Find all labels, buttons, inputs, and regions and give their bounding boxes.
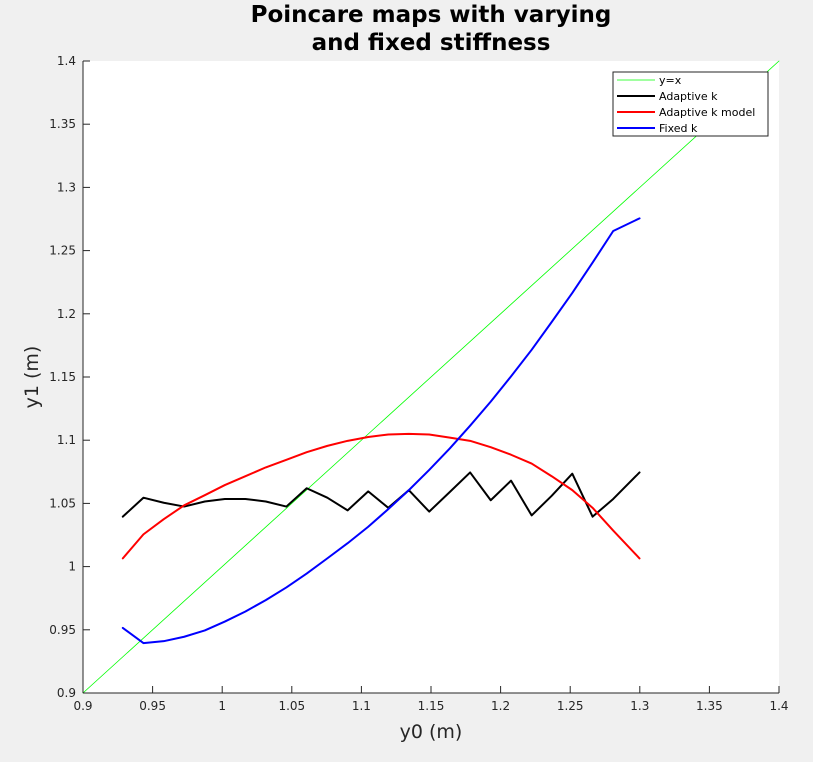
y-tick-label: 1.2 <box>57 307 76 321</box>
x-tick-label: 1.2 <box>491 699 510 713</box>
series-line-2 <box>121 432 641 560</box>
y-tick-label: 1.35 <box>49 117 76 131</box>
x-tick-label: 1.3 <box>630 699 649 713</box>
x-tick-label: 1.35 <box>696 699 723 713</box>
y-tick-label: 1.3 <box>57 180 76 194</box>
tick-layer: 0.9 0.95 1 1.05 1.1 1.15 1.2 1.25 1.3 1.35 1.4 0.9 0… <box>49 54 788 713</box>
y-tick-label: 0.9 <box>57 686 76 700</box>
x-tick-label: 1.1 <box>352 699 371 713</box>
y-tick-label: 1.4 <box>57 54 76 68</box>
chart-title-line-2: and fixed stiffness <box>312 30 551 56</box>
legend-label-3: Fixed k <box>659 122 698 135</box>
x-axis-label: y0 (m) <box>400 721 463 743</box>
y-tick-label: 1.25 <box>49 244 76 258</box>
chart-title-line-1: Poincare maps with varying <box>251 2 612 28</box>
x-tick-label: 1.05 <box>278 699 305 713</box>
y-tick-label: 1.05 <box>49 496 76 510</box>
y-tick-label: 1.15 <box>49 370 76 384</box>
y-axis-label: y1 (m) <box>21 346 43 409</box>
y-tick-label: 0.95 <box>49 623 76 637</box>
y-tick-label: 1 <box>68 560 76 574</box>
legend-label-0: y=x <box>659 74 682 87</box>
x-tick-label: 0.9 <box>73 699 92 713</box>
series-line-1 <box>121 471 641 518</box>
x-tick-label: 0.95 <box>139 699 166 713</box>
legend-label-2: Adaptive k model <box>659 106 755 119</box>
series-layer <box>82 60 780 694</box>
y-tick-label: 1.1 <box>57 433 76 447</box>
series-line-0 <box>82 60 780 694</box>
series-line-3 <box>121 217 641 645</box>
x-tick-label: 1 <box>218 699 226 713</box>
legend: y=x Adaptive k Adaptive k model Fixed k <box>612 71 769 137</box>
x-tick-label: 1.15 <box>418 699 445 713</box>
legend-label-1: Adaptive k <box>659 90 718 103</box>
x-tick-label: 1.4 <box>769 699 788 713</box>
x-tick-label: 1.25 <box>557 699 584 713</box>
legend-box <box>612 71 769 137</box>
